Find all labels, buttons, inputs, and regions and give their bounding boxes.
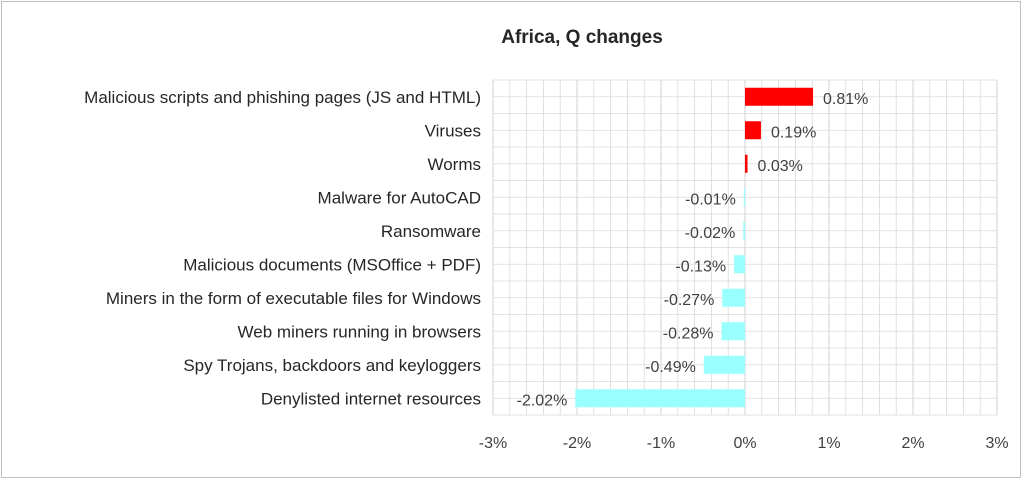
bar bbox=[745, 87, 814, 106]
bar bbox=[722, 288, 745, 307]
category-label: Web miners running in browsers bbox=[238, 322, 481, 341]
category-label: Miners in the form of executable files f… bbox=[106, 289, 481, 308]
category-label: Viruses bbox=[425, 121, 481, 140]
data-label: -0.28% bbox=[663, 325, 714, 342]
category-labels: Malicious scripts and phishing pages (JS… bbox=[84, 88, 481, 409]
x-tick-label: 0% bbox=[733, 435, 756, 452]
bar bbox=[721, 322, 745, 341]
data-label: -0.02% bbox=[685, 225, 736, 242]
x-tick-label: -3% bbox=[479, 435, 507, 452]
bar bbox=[575, 389, 745, 408]
category-label: Worms bbox=[427, 155, 481, 174]
data-label: 0.19% bbox=[771, 124, 816, 141]
category-label: Denylisted internet resources bbox=[261, 389, 481, 408]
category-label: Ransomware bbox=[381, 222, 481, 241]
data-label: -0.01% bbox=[685, 191, 736, 208]
bar bbox=[745, 154, 748, 173]
x-tick-label: -1% bbox=[647, 435, 675, 452]
x-tick-label: 3% bbox=[985, 435, 1008, 452]
bar bbox=[743, 188, 745, 207]
category-label: Malicious scripts and phishing pages (JS… bbox=[84, 88, 481, 107]
data-label: 0.81% bbox=[823, 91, 868, 108]
data-label: -0.27% bbox=[664, 292, 715, 309]
x-tick-label: -2% bbox=[563, 435, 591, 452]
bar bbox=[745, 121, 761, 140]
value-labels: 0.81% 0.19% 0.03% -0.01% -0.02% -0.13% -0.27% -… bbox=[517, 91, 869, 410]
category-label: Malware for AutoCAD bbox=[318, 188, 481, 207]
chart-title: Africa, Q changes bbox=[501, 27, 663, 48]
category-label: Spy Trojans, backdoors and keyloggers bbox=[183, 356, 481, 375]
category-label: Malicious documents (MSOffice + PDF) bbox=[183, 255, 481, 274]
x-tick-label: 2% bbox=[901, 435, 924, 452]
bar bbox=[703, 355, 745, 374]
bar bbox=[734, 255, 745, 274]
data-label: -0.13% bbox=[675, 258, 726, 275]
data-label: -2.02% bbox=[517, 392, 568, 409]
data-label: 0.03% bbox=[758, 158, 803, 175]
data-label: -0.49% bbox=[645, 359, 696, 376]
bar bbox=[743, 221, 745, 240]
bar-layer bbox=[575, 87, 814, 408]
x-tick-label: 1% bbox=[817, 435, 840, 452]
x-tick-labels: -3% -2% -1% 0% 1% 2% 3% bbox=[479, 435, 1009, 452]
